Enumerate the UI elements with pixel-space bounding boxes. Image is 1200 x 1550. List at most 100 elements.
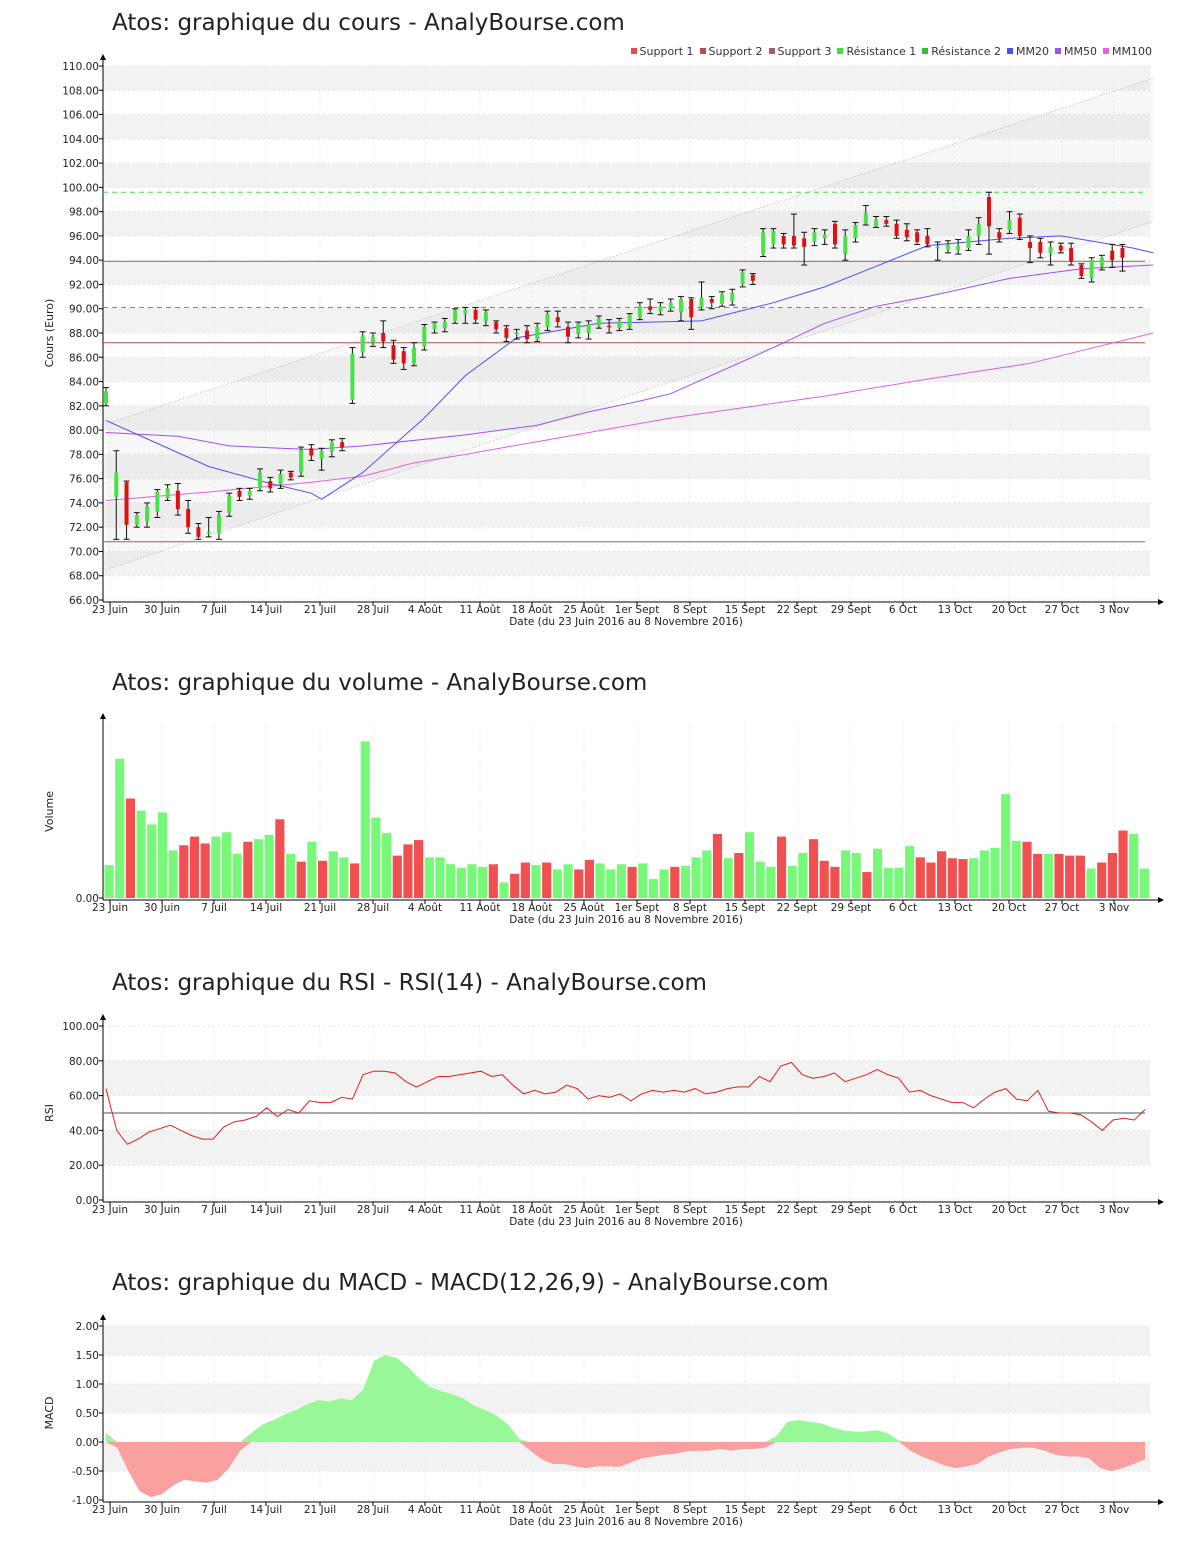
rsi-x-tick-label: 8 Sept [673, 1204, 707, 1216]
candle-body [196, 527, 201, 537]
rsi-x-tick-label: 20 Oct [992, 1204, 1027, 1216]
volume-bar [232, 853, 242, 898]
candle-body [329, 442, 334, 452]
volume-x-tick-label: 3 Nov [1099, 902, 1130, 914]
price-x-tick-label: 7 Juil [201, 604, 227, 616]
candle-body [350, 353, 355, 400]
rsi-x-tick-label: 4 Août [408, 1204, 442, 1216]
volume-bar [382, 833, 392, 898]
volume-bar [542, 862, 552, 898]
macd-y-axis-label: MACD [43, 1397, 56, 1430]
candle-body [617, 320, 622, 329]
price-y-tick-label: 84.00 [69, 377, 99, 389]
volume-bar [349, 863, 360, 898]
price-x-tick-label: 20 Oct [992, 604, 1027, 616]
legend-swatch [630, 48, 637, 54]
candle-body [124, 482, 129, 525]
price-grid-band [103, 551, 1150, 576]
macd-grid-band [103, 1326, 1150, 1355]
candle-body [247, 490, 252, 496]
volume-bar [862, 872, 872, 898]
legend-label: MM20 [1016, 45, 1050, 58]
candle-body [535, 326, 540, 340]
rsi-panel: Atos: graphique du RSI - RSI(14) - Analy… [0, 970, 1200, 1240]
candle-body [730, 292, 735, 302]
candle-body [1120, 248, 1125, 258]
candle-body [278, 473, 283, 485]
price-x-tick-label: 3 Nov [1099, 604, 1130, 616]
candle-body [945, 244, 950, 250]
price-x-tick-label: 29 Sept [831, 604, 872, 616]
candle-body [545, 313, 550, 327]
volume-bar [958, 859, 968, 898]
macd-x-tick-label: 15 Sept [725, 1504, 766, 1516]
rsi-grid-band [103, 1130, 1150, 1166]
rsi-y-tick-label: 60.00 [69, 1091, 99, 1103]
volume-bar [125, 798, 136, 898]
macd-y-tick-label: -1.00 [72, 1495, 99, 1507]
legend-label: Support 1 [639, 45, 694, 58]
volume-bar [285, 853, 296, 898]
price-y-tick-label: 74.00 [69, 498, 99, 510]
candle-body [1099, 257, 1104, 267]
volume-bar [723, 858, 733, 898]
legend-swatch [768, 48, 775, 54]
volume-x-arrow [1158, 897, 1164, 903]
macd-x-tick-label: 13 Oct [938, 1504, 973, 1516]
rsi-y-tick-label: 80.00 [69, 1056, 99, 1068]
price-x-tick-label: 1er Sept [615, 604, 660, 616]
price-x-axis-label: Date (du 23 Juin 2016 au 8 Novembre 2016… [509, 616, 743, 628]
macd-x-tick-label: 1er Sept [615, 1504, 660, 1516]
price-x-tick-label: 30 Juin [144, 604, 180, 616]
volume-bar [648, 878, 659, 898]
price-x-tick-label: 25 Août [564, 604, 605, 616]
rsi-x-tick-label: 3 Nov [1099, 1204, 1130, 1216]
volume-bar [616, 864, 626, 898]
volume-y-tick-label: 0.00 [76, 893, 99, 905]
volume-bar [253, 839, 264, 898]
macd-grid-band [103, 1384, 1150, 1413]
legend-item: Support 3 [768, 45, 831, 58]
price-x-tick-label: 22 Sept [777, 604, 818, 616]
rsi-chart-title: Atos: graphique du RSI - RSI(14) - Analy… [112, 970, 707, 996]
candle-body [689, 299, 694, 318]
candle-body [607, 325, 612, 328]
price-y-tick-label: 82.00 [69, 401, 99, 413]
mm50-line [105, 264, 1154, 451]
volume-bar [1086, 868, 1096, 898]
rsi-x-tick-label: 29 Sept [831, 1204, 872, 1216]
candle-body [668, 302, 673, 309]
candle-body [781, 235, 786, 245]
volume-bar [478, 866, 488, 898]
price-grid-band [103, 308, 1150, 333]
volume-bar [712, 833, 723, 898]
volume-y-axis-label: Volume [43, 791, 56, 832]
volume-bar [403, 844, 413, 898]
volume-x-tick-label: 13 Oct [938, 902, 973, 914]
candle-body [268, 481, 273, 489]
price-chart: 66.00 68.00 70.00 72.00 74.00 76.00 78.00 80.00… [43, 54, 1164, 628]
volume-bar [1139, 868, 1149, 898]
volume-bar [499, 882, 509, 898]
candle-body [956, 245, 961, 251]
candle-body [155, 491, 160, 512]
volume-bar [510, 873, 520, 898]
legend-item: MM20 [1007, 45, 1049, 58]
volume-x-axis-label: Date (du 23 Juin 2016 au 8 Novembre 2016… [509, 914, 743, 926]
candle-body [504, 328, 509, 338]
candle-body [976, 223, 981, 236]
candle-body [412, 347, 417, 364]
price-x-tick-label: 13 Oct [938, 604, 973, 616]
price-y-tick-label: 102.00 [62, 158, 99, 170]
macd-x-tick-label: 27 Oct [1045, 1504, 1080, 1516]
macd-x-tick-label: 23 Juin [92, 1504, 128, 1516]
volume-bar [894, 867, 904, 898]
volume-bar [840, 850, 851, 898]
volume-bar [1065, 855, 1075, 898]
candle-body [309, 448, 314, 456]
candle-body [227, 495, 232, 513]
rsi-chart: 0.00 20.00 40.00 60.00 80.00 100.00 RSI 23 Juin… [43, 1014, 1164, 1228]
volume-x-tick-label: 1er Sept [615, 902, 660, 914]
candle-body [863, 212, 868, 224]
macd-y-tick-label: 1.50 [76, 1350, 99, 1362]
